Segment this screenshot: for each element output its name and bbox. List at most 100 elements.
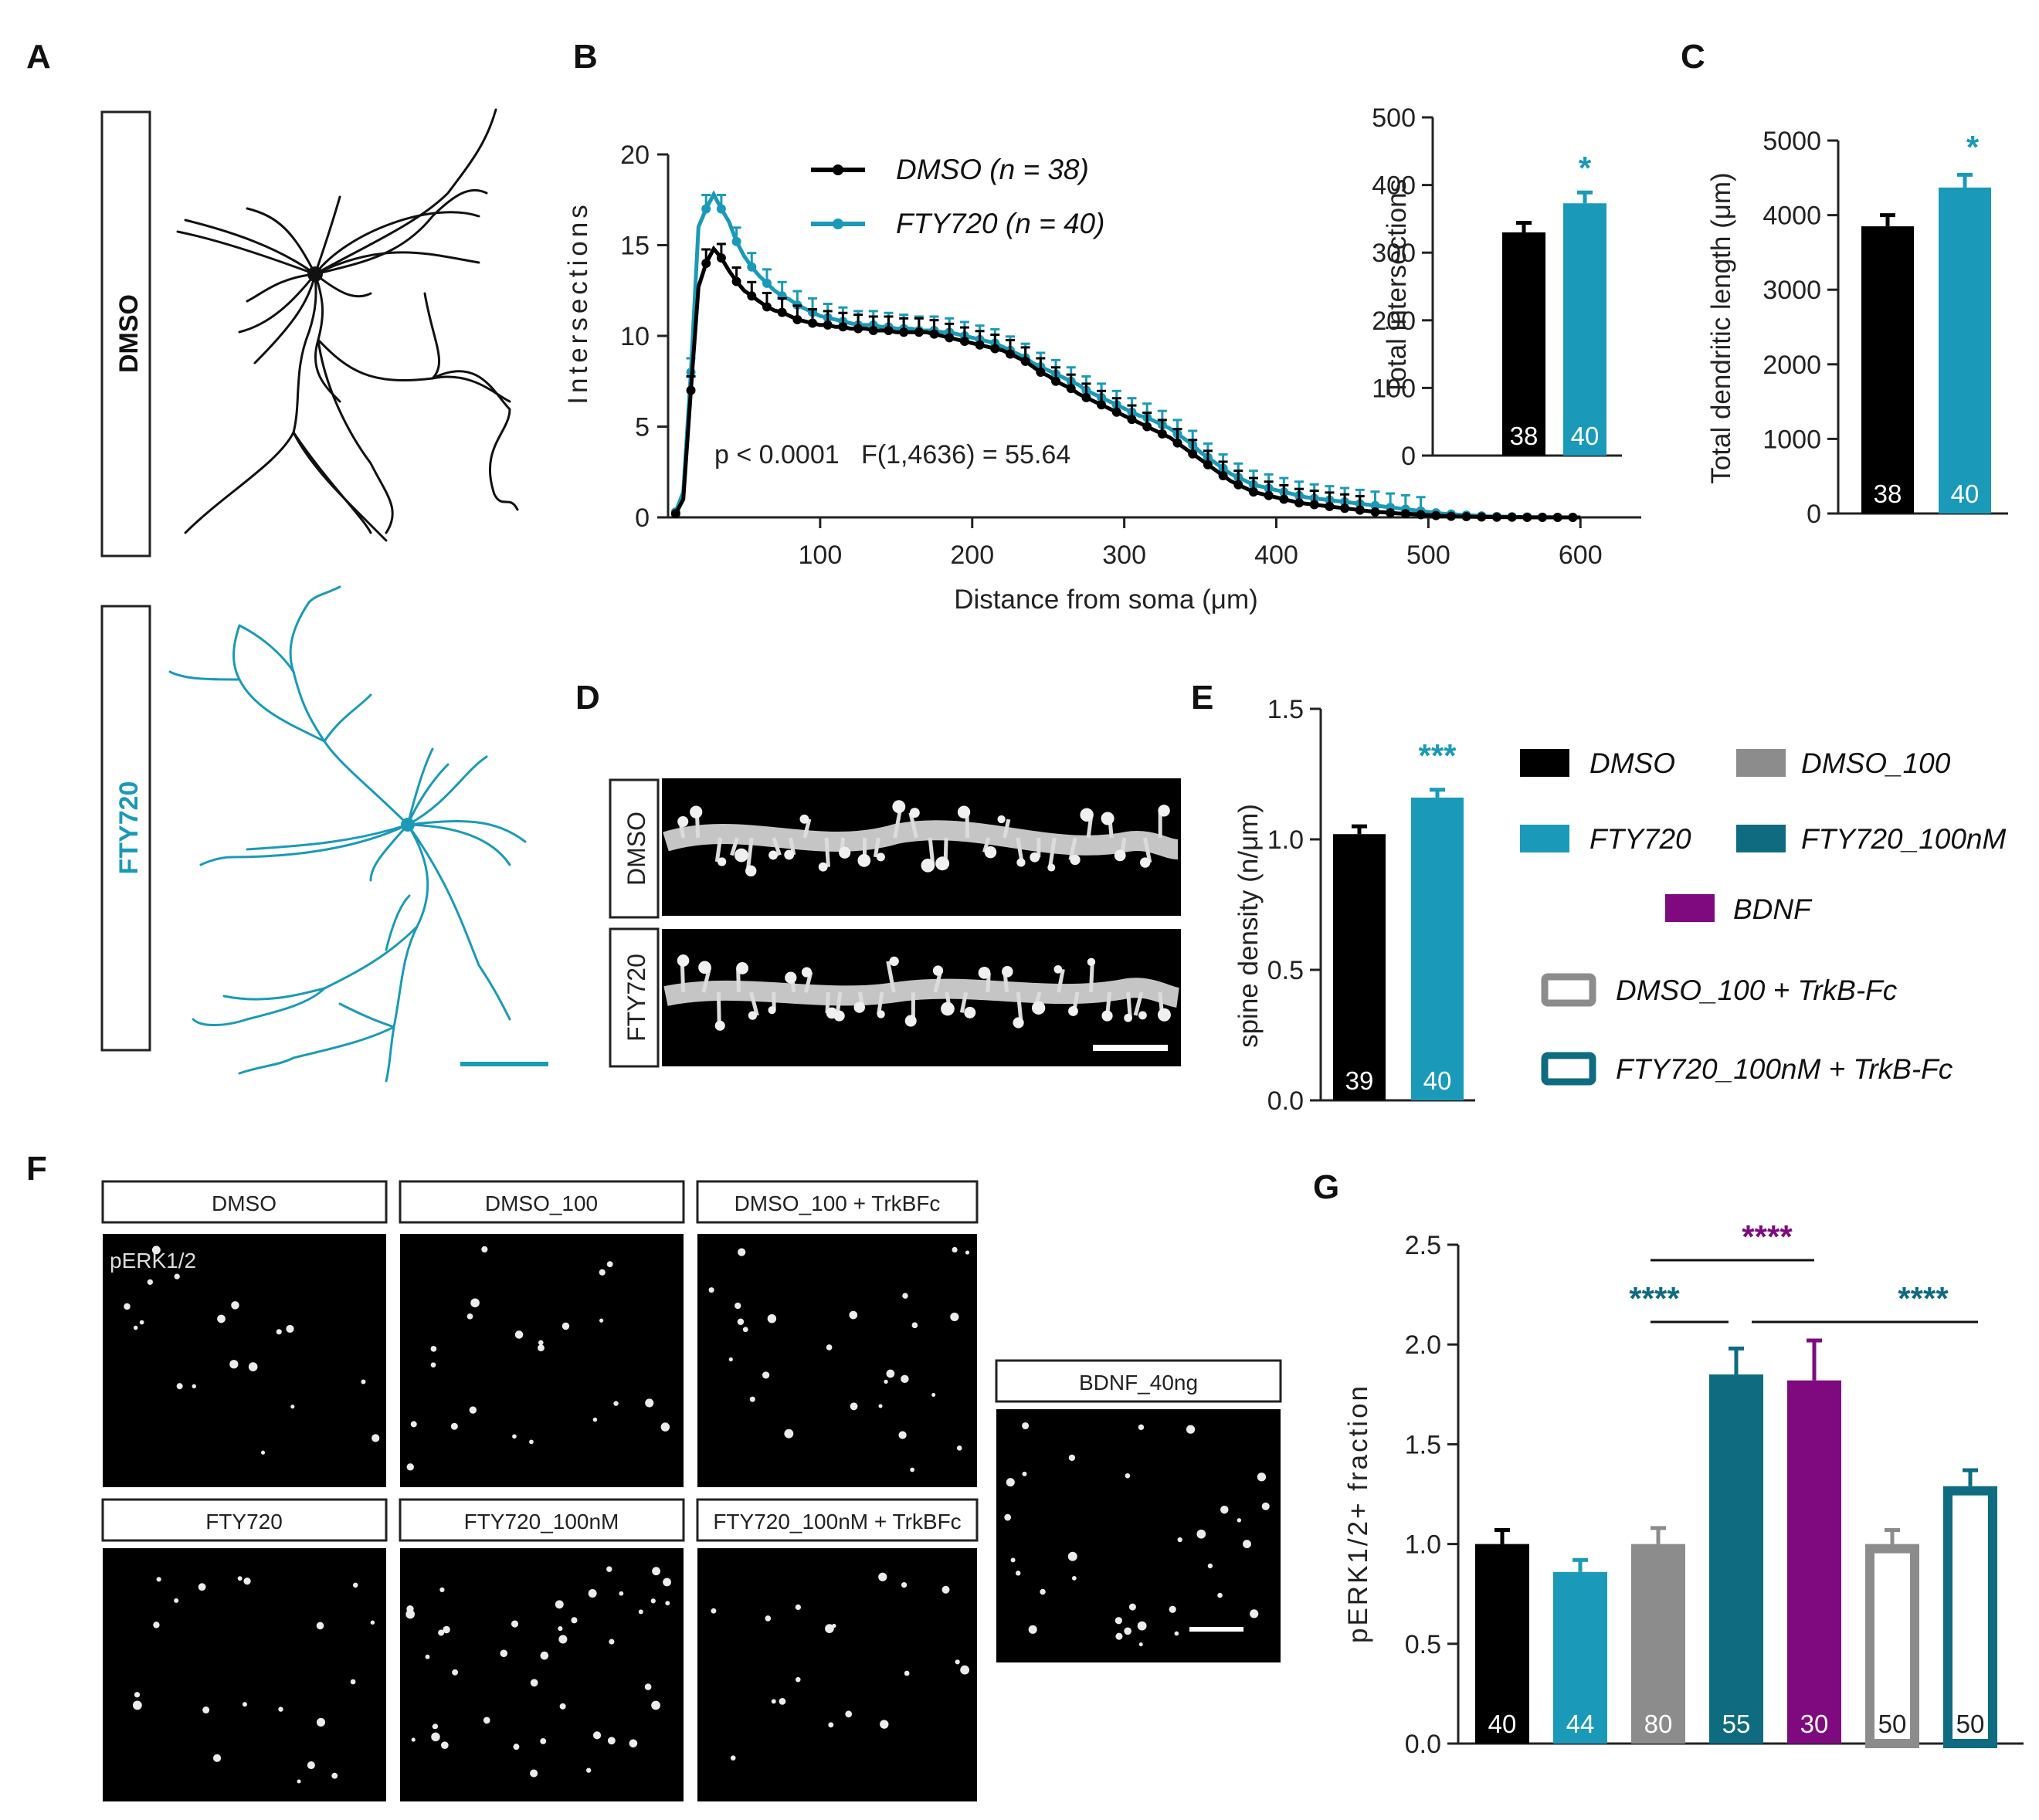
chartBi-ytick-label: 300	[1372, 239, 1416, 268]
chartBi-ytick-label: 500	[1372, 103, 1416, 133]
dendritic-spine	[1003, 818, 1011, 839]
panel-f-label: F	[26, 1150, 47, 1188]
chart-b-xlabel: Distance from soma (μm)	[954, 585, 1258, 615]
perk-cell	[828, 1722, 834, 1728]
perk-cell	[540, 1737, 547, 1744]
spine-head	[877, 1010, 885, 1018]
bar-n-label: 50	[1878, 1710, 1907, 1738]
perk-cell	[202, 1706, 210, 1714]
perk-cell	[410, 1421, 417, 1428]
perk-cell	[371, 1434, 380, 1442]
bar-n-label: 50	[1956, 1710, 1985, 1738]
perk-cell	[466, 1313, 473, 1320]
bar	[1563, 203, 1606, 456]
data-point	[716, 204, 726, 214]
spine-head	[718, 857, 727, 866]
perk-cell	[361, 1379, 366, 1384]
perk-cell	[529, 1439, 534, 1445]
perk-cell	[1125, 1473, 1131, 1479]
spine-head	[889, 956, 899, 966]
series-line-dmso	[673, 245, 1581, 520]
spine-head	[690, 805, 703, 818]
spine-head	[978, 966, 991, 979]
dendritic-spine	[1142, 837, 1152, 863]
condition-label-dmso-100-trkbfc: DMSO_100 + TrkBFc	[735, 1191, 941, 1215]
chart-b-ytick-label: 0	[635, 503, 650, 533]
perk-cell	[606, 1566, 612, 1572]
spine-head	[833, 1010, 845, 1022]
dendritic-spine	[714, 837, 723, 863]
data-point	[701, 259, 711, 268]
dendritic-spine	[1057, 968, 1065, 993]
perk-cell	[737, 1318, 745, 1325]
bar-n-label: 40	[1423, 1066, 1452, 1095]
data-point	[1157, 429, 1167, 439]
panel-d-fty-label: FTY720	[623, 954, 650, 1042]
perk-cell	[153, 1622, 160, 1629]
total-intersections-bar-chart: 0 100 200 300 400 500 38 40 *	[1372, 103, 1622, 471]
bar-n-label: 38	[1510, 422, 1539, 450]
perk-cell	[559, 1703, 566, 1710]
spine-protrusions	[677, 800, 1171, 1031]
perk-cell	[558, 1635, 568, 1644]
perk-cell	[1207, 1563, 1213, 1569]
perk-image-fty720-100nm-trkbfc	[697, 1548, 977, 1801]
bar	[1939, 187, 1991, 513]
perk-cell	[607, 1737, 616, 1745]
chartE-ytick-label: 1.0	[1267, 825, 1304, 855]
perk-cell	[1250, 1609, 1259, 1618]
dendritic-spine	[1016, 991, 1023, 1023]
data-point	[1491, 512, 1501, 522]
perk-cell	[845, 1710, 853, 1718]
perk-cell	[212, 1754, 222, 1762]
data-point	[975, 340, 985, 350]
perk-cell	[735, 1302, 741, 1310]
panel-d-dmso-label: DMSO	[623, 812, 650, 886]
perk-cell	[1022, 1471, 1027, 1476]
perk-image-dmso-100	[400, 1234, 684, 1487]
perk-cell	[411, 1737, 416, 1742]
significance-marker: *	[1579, 150, 1592, 186]
dendritic-spine	[730, 837, 739, 856]
chartC-ytick-label: 2000	[1762, 351, 1821, 380]
data-point	[1507, 512, 1517, 522]
perk-image-bdnf-40ng	[996, 1409, 1281, 1662]
data-point	[1294, 498, 1304, 508]
data-point	[1568, 513, 1578, 522]
chart-b-ytick-label: 15	[620, 232, 650, 261]
perk-cell	[198, 1583, 206, 1591]
panel-b-label: B	[573, 38, 598, 76]
perk-cell	[1128, 1603, 1136, 1611]
spine-head	[1087, 957, 1096, 967]
perk-cell	[242, 1702, 247, 1707]
perk-cell	[651, 1700, 660, 1710]
legend-e: DMSO DMSO_100 FTY720 FTY720_100nM BDNF D…	[1520, 747, 2007, 1086]
chartE-ytick-label: 1.5	[1267, 695, 1304, 724]
perk-cell	[511, 1620, 519, 1628]
dendritic-spine	[1133, 991, 1144, 1016]
perk-cell	[470, 1298, 480, 1308]
perk-cell	[530, 1769, 538, 1778]
perk-cell	[430, 1362, 436, 1368]
perk-cell	[1257, 1473, 1267, 1482]
perk-cell	[538, 1344, 545, 1352]
spine-head	[734, 848, 748, 863]
chart-c-ylabel: Total dendritic length (μm)	[1706, 172, 1736, 483]
data-point	[1248, 487, 1258, 497]
condition-label-fty720-100nm-trkbfc: FTY720_100nM + TrkBFc	[713, 1510, 961, 1534]
perk-cell	[192, 1384, 196, 1388]
data-point	[823, 320, 833, 330]
data-point	[1431, 510, 1441, 520]
data-point	[929, 329, 939, 339]
panel-a-dmso-label-box	[100, 110, 151, 558]
perk-cell	[248, 1362, 258, 1371]
bar-n-label: 40	[1488, 1710, 1517, 1738]
perk-cell	[941, 1585, 950, 1594]
spine-head	[857, 854, 871, 867]
perk-cell	[1243, 1540, 1251, 1549]
data-point	[1097, 400, 1107, 410]
data-point	[1005, 349, 1015, 359]
perk-cell	[231, 1301, 239, 1310]
